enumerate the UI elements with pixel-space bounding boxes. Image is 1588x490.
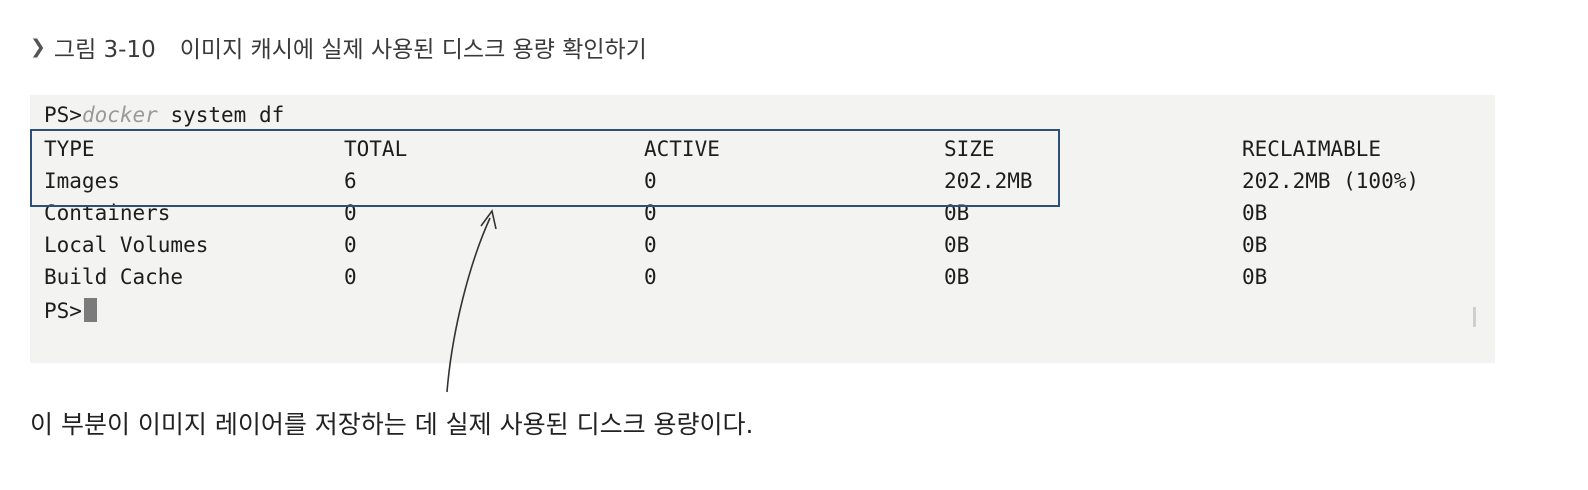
prompt: PS> bbox=[44, 299, 82, 323]
chevron-down-icon: ❯ bbox=[30, 36, 46, 58]
terminal-window: PS>docker system df TYPE TOTAL ACTIVE SI… bbox=[30, 95, 1495, 363]
row-total: 6 bbox=[344, 169, 357, 193]
header-active: ACTIVE bbox=[644, 137, 720, 161]
final-prompt-line[interactable]: PS> bbox=[44, 297, 97, 325]
row-type: Local Volumes bbox=[44, 233, 209, 257]
row-total: 0 bbox=[344, 233, 357, 257]
row-reclaimable: 0B bbox=[1242, 233, 1268, 257]
row-total: 0 bbox=[344, 201, 357, 225]
row-active: 0 bbox=[644, 265, 657, 289]
row-reclaimable: 0B bbox=[1242, 201, 1268, 225]
command-line: PS>docker system df bbox=[44, 101, 284, 129]
figure-title: 이미지 캐시에 실제 사용된 디스크 용량 확인하기 bbox=[179, 37, 647, 63]
row-active: 0 bbox=[644, 169, 657, 193]
row-reclaimable: 202.2MB (100%) bbox=[1242, 169, 1420, 193]
row-size: 202.2MB bbox=[944, 169, 1033, 193]
header-reclaimable: RECLAIMABLE bbox=[1242, 137, 1382, 161]
figure-number: 그림 3-10 bbox=[53, 37, 156, 63]
header-total: TOTAL bbox=[344, 137, 408, 161]
command-args: system df bbox=[157, 103, 285, 127]
row-active: 0 bbox=[644, 233, 657, 257]
row-type: Build Cache bbox=[44, 265, 184, 289]
row-active: 0 bbox=[644, 201, 657, 225]
text-cursor bbox=[83, 298, 97, 322]
highlight-box bbox=[30, 129, 1060, 207]
command-word: docker bbox=[81, 103, 158, 127]
row-type: Images bbox=[44, 169, 120, 193]
figure-caption: ❯ 그림 3-10 이미지 캐시에 실제 사용된 디스크 용량 확인하기 bbox=[30, 30, 647, 64]
row-size: 0B bbox=[944, 233, 970, 257]
prompt: PS> bbox=[44, 103, 82, 127]
header-size: SIZE bbox=[944, 137, 995, 161]
callout-text: 이 부분이 이미지 레이어를 저장하는 데 실제 사용된 디스크 용량이다. bbox=[30, 410, 754, 439]
row-size: 0B bbox=[944, 265, 970, 289]
row-total: 0 bbox=[344, 265, 357, 289]
row-reclaimable: 0B bbox=[1242, 265, 1268, 289]
header-type: TYPE bbox=[44, 137, 95, 161]
scrollbar-thumb[interactable] bbox=[1473, 307, 1476, 327]
